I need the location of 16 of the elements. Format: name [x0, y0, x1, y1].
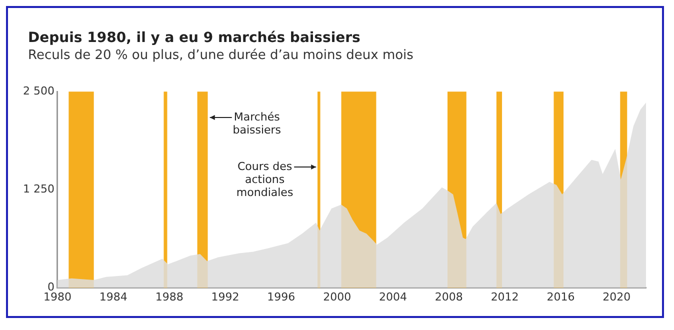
x-tick-label: 2000: [323, 290, 352, 304]
x-tick-label: 1992: [211, 290, 240, 304]
x-tick-label: 1984: [99, 290, 128, 304]
chart-title: Depuis 1980, il y a eu 9 marchés baissiers: [28, 30, 360, 46]
chart-subtitle: Reculs de 20 % ou plus, d’une durée d’au moins deux mois: [28, 48, 414, 63]
x-tick-label: 1988: [155, 290, 184, 304]
annotation: Cours des actions mondiales: [236, 160, 294, 199]
x-tick-label: 1996: [267, 290, 296, 304]
x-tick-label: 2004: [378, 290, 407, 304]
x-tick-label: 2016: [546, 290, 575, 304]
x-tick-label: 2020: [602, 290, 631, 304]
annotation: Marchés baissiers: [232, 110, 282, 136]
x-tick-label: 2008: [434, 290, 463, 304]
y-tick-label: 1 250: [22, 182, 54, 196]
x-tick-label: 2012: [490, 290, 519, 304]
y-tick-label: 2 500: [22, 84, 54, 98]
